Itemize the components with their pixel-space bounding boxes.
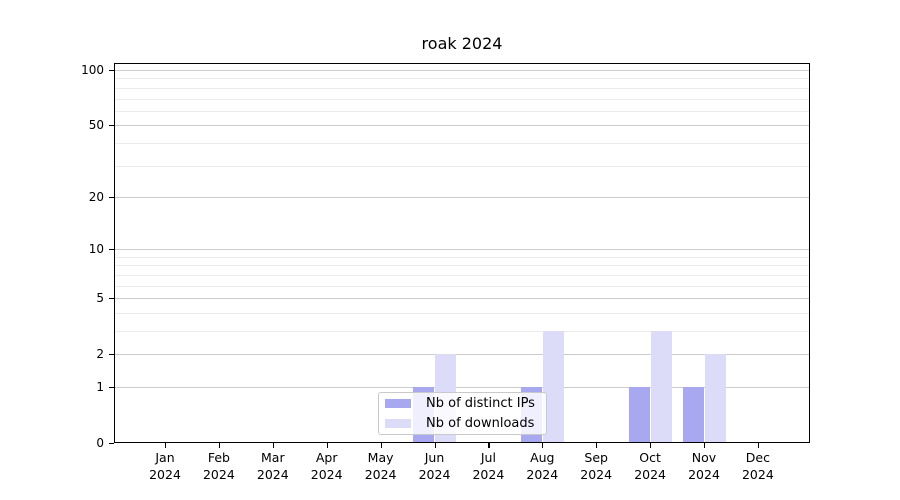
x-tick-label: Jan 2024: [135, 450, 195, 483]
y-tick-label: 2: [96, 347, 104, 362]
y-tick-label: 0: [96, 436, 104, 450]
x-tick-mark: [542, 443, 544, 448]
x-tick-year: 2024: [149, 466, 181, 482]
legend-label-downloads: Nb of downloads: [426, 416, 535, 432]
downloads-bar: [704, 354, 726, 443]
x-tick-year: 2024: [688, 466, 720, 482]
x-tick-month: Dec: [745, 450, 770, 465]
minor-gridline: [114, 87, 810, 89]
minor-gridline: [114, 256, 810, 258]
distinct-ips-bar: [628, 387, 650, 443]
y-tick-mark: [109, 125, 114, 127]
x-tick-year: 2024: [580, 466, 613, 482]
x-tick-mark: [704, 443, 706, 448]
y-tick-mark: [109, 354, 114, 356]
x-tick-year: 2024: [310, 466, 343, 482]
x-tick-year: 2024: [472, 466, 505, 482]
x-tick-month: May: [367, 450, 394, 465]
x-tick-year: 2024: [418, 466, 451, 482]
minor-gridline: [114, 274, 810, 276]
x-tick-mark: [218, 443, 221, 448]
major-gridline: [114, 125, 810, 127]
y-tick-mark: [109, 298, 114, 300]
y-tick-label: 50: [88, 118, 104, 133]
downloads-bar: [542, 331, 564, 443]
x-tick-label: Mar 2024: [243, 450, 303, 483]
minor-gridline: [114, 142, 810, 144]
x-tick-label: May 2024: [351, 450, 411, 483]
x-tick-label: Jun 2024: [405, 450, 465, 483]
minor-gridline: [114, 78, 810, 80]
x-tick-year: 2024: [364, 466, 397, 482]
x-tick-mark: [326, 443, 328, 448]
downloads-swatch: [385, 419, 411, 429]
distinct-ips-bar: [682, 387, 704, 443]
y-tick-label: 5: [96, 291, 104, 306]
x-tick-label: Jul 2024: [458, 450, 518, 483]
minor-gridline: [114, 265, 810, 267]
downloads-bar: [650, 331, 672, 443]
x-tick-label: Feb 2024: [189, 450, 249, 483]
x-tick-month: Sep: [584, 450, 608, 465]
major-gridline: [114, 354, 810, 356]
distinct-ips-swatch: [385, 398, 411, 408]
x-tick-year: 2024: [741, 466, 774, 482]
x-tick-label: Aug 2024: [512, 450, 572, 483]
major-gridline: [114, 249, 810, 251]
y-tick-label: 10: [88, 242, 104, 257]
x-tick-month: Aug: [530, 450, 555, 465]
chart-title: roak 2024: [421, 34, 503, 53]
y-tick-mark: [109, 70, 114, 72]
x-tick-year: 2024: [634, 466, 666, 482]
x-tick-mark: [272, 443, 274, 448]
minor-gridline: [114, 165, 810, 167]
minor-gridline: [114, 312, 810, 314]
major-gridline: [114, 196, 810, 198]
x-tick-mark: [596, 443, 598, 448]
x-tick-month: Apr: [315, 450, 338, 465]
x-tick-year: 2024: [526, 466, 559, 482]
y-tick-label: 100: [81, 63, 104, 77]
y-tick-label: 20: [88, 189, 104, 204]
x-tick-label: Oct 2024: [620, 450, 680, 483]
x-tick-month: Jul: [480, 450, 496, 465]
y-tick-mark: [109, 196, 114, 199]
x-tick-month: Nov: [691, 450, 717, 465]
x-tick-month: Jan: [155, 450, 175, 465]
y-tick-mark: [109, 387, 114, 389]
x-tick-mark: [757, 443, 760, 448]
x-tick-label: Sep 2024: [566, 450, 626, 483]
x-tick-mark: [650, 443, 652, 448]
x-tick-mark: [165, 443, 167, 448]
legend-label-distinct-ips: Nb of distinct IPs: [426, 395, 535, 411]
x-tick-month: Feb: [207, 450, 230, 465]
y-tick-mark: [109, 443, 114, 445]
x-tick-mark: [380, 443, 382, 448]
y-tick-label: 1: [96, 380, 104, 394]
x-tick-label: Dec 2024: [728, 450, 788, 483]
x-tick-year: 2024: [256, 466, 289, 482]
major-gridline: [114, 70, 810, 71]
x-tick-year: 2024: [202, 466, 235, 482]
y-tick-mark: [109, 249, 114, 251]
legend-item-downloads: Nb of downloads: [379, 414, 546, 434]
major-gridline: [114, 298, 810, 300]
x-tick-label: Nov 2024: [674, 450, 734, 483]
minor-gridline: [114, 98, 810, 100]
minor-gridline: [114, 285, 810, 287]
x-tick-month: Oct: [639, 450, 661, 465]
x-tick-month: Mar: [261, 450, 285, 465]
x-tick-label: Apr 2024: [297, 450, 357, 483]
x-tick-mark: [488, 443, 490, 448]
major-gridline: [114, 387, 810, 388]
x-tick-mark: [434, 443, 436, 448]
legend: Nb of distinct IPs Nb of downloads: [378, 392, 547, 435]
minor-gridline: [114, 110, 810, 112]
legend-item-distinct-ips: Nb of distinct IPs: [379, 393, 546, 413]
x-tick-month: Jun: [424, 450, 445, 465]
minor-gridline: [114, 331, 810, 332]
